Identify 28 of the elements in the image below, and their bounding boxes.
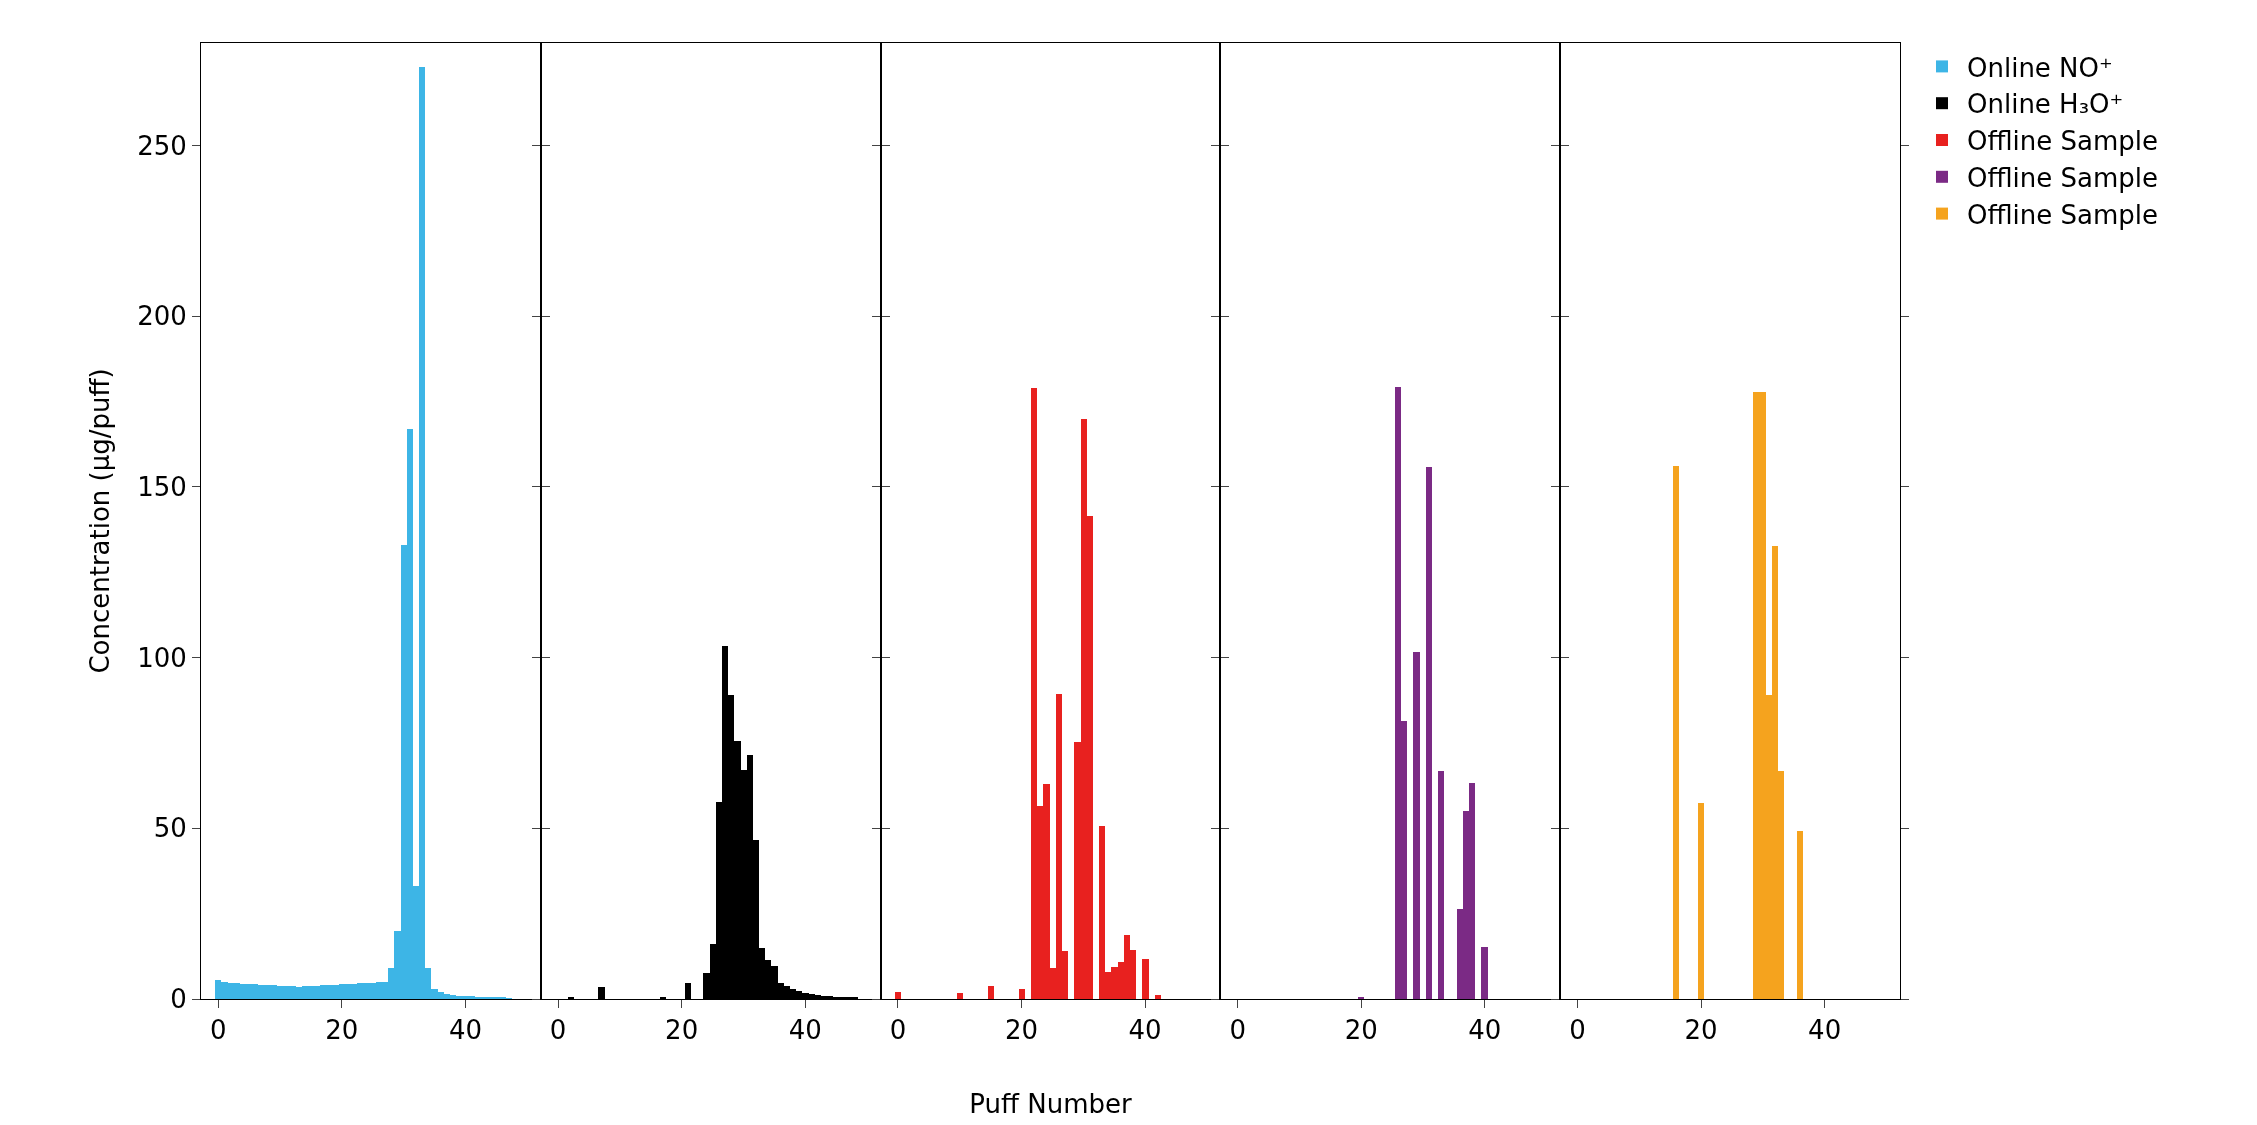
y-axis-title: Concentration (µg/puff) bbox=[84, 368, 115, 674]
y-tick-label: 50 bbox=[153, 813, 187, 844]
y-tick-label: 200 bbox=[137, 301, 187, 332]
x-tick-label: 20 bbox=[1004, 1015, 1039, 1046]
x-tick-label: 20 bbox=[665, 1015, 699, 1046]
y-tick-label: 100 bbox=[137, 642, 187, 673]
x-tick-label: 20 bbox=[1684, 1015, 1718, 1046]
legend-label: Offline Sample bbox=[1966, 162, 2159, 193]
y-tick-label: 0 bbox=[170, 984, 187, 1015]
x-tick-label: 0 bbox=[549, 1015, 567, 1046]
x-tick-label: 40 bbox=[448, 1015, 482, 1046]
y-tick-label: 250 bbox=[137, 130, 187, 161]
y-tick-label: 150 bbox=[137, 471, 187, 502]
x-axis-title: Puff Number bbox=[969, 1088, 1132, 1119]
x-tick-label: 40 bbox=[1468, 1015, 1502, 1046]
x-tick-label: 0 bbox=[1569, 1015, 1586, 1046]
x-tick-label: 0 bbox=[889, 1015, 907, 1046]
x-tick-label: 0 bbox=[210, 1015, 227, 1046]
x-tick-label: 20 bbox=[325, 1015, 359, 1046]
x-tick-label: 40 bbox=[788, 1015, 822, 1046]
x-tick-label: 40 bbox=[1128, 1015, 1162, 1046]
legend-label: Online H₃O⁺ bbox=[1966, 89, 2124, 120]
legend-label: Online NO⁺ bbox=[1966, 52, 2113, 83]
legend-label: Offline Sample bbox=[1966, 199, 2159, 230]
x-tick-label: 40 bbox=[1808, 1015, 1842, 1046]
legend-label: Offline Sample bbox=[1966, 126, 2159, 157]
x-tick-label: 20 bbox=[1344, 1015, 1378, 1046]
x-tick-label: 0 bbox=[1229, 1015, 1246, 1046]
